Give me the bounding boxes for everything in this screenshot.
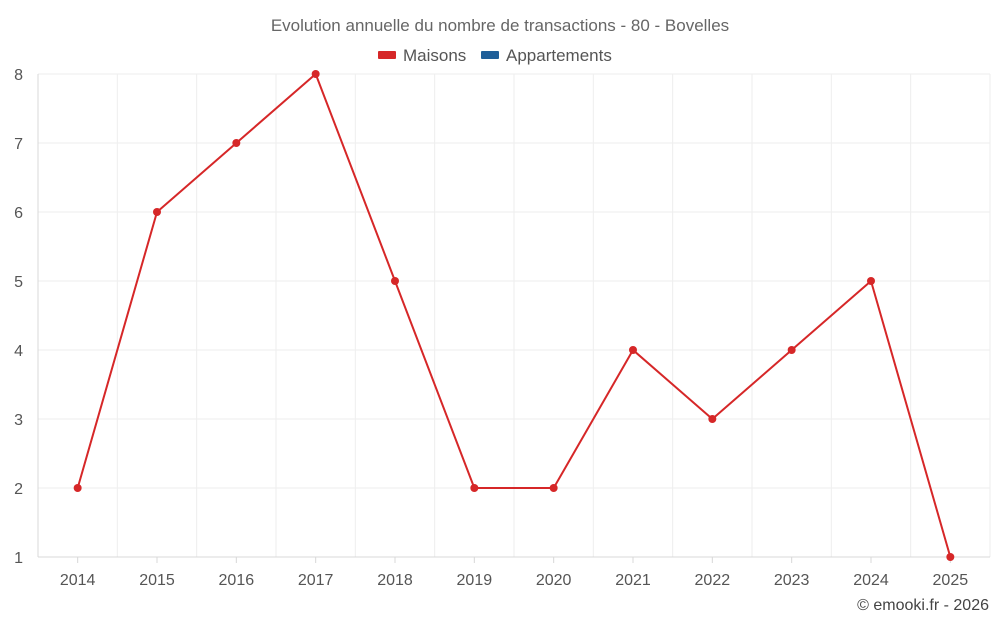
data-point-maisons-2015[interactable] (153, 208, 161, 216)
data-point-maisons-2024[interactable] (867, 277, 875, 285)
series-line-maisons (76, 73, 952, 558)
x-axis-ticks: 2014 2015 2016 2017 2018 2019 2020 2021 2022 2023… (60, 557, 968, 589)
legend-label-appartements: Appartements (506, 46, 612, 65)
credit: © emooki.fr - 2026 (857, 597, 989, 614)
legend-label-maisons: Maisons (403, 46, 466, 65)
data-point-maisons-2017[interactable] (311, 70, 320, 78)
x-tick-label: 2018 (377, 572, 413, 589)
legend-swatch-maisons (378, 51, 396, 59)
series (73, 70, 955, 561)
y-tick-label: 6 (14, 205, 23, 222)
y-tick-label: 3 (14, 412, 23, 429)
y-tick-label: 1 (14, 550, 23, 567)
y-tick-label: 8 (14, 67, 23, 84)
legend-swatch-appartements (481, 51, 499, 59)
data-point-maisons-2019[interactable] (470, 484, 479, 492)
data-point-maisons-2025[interactable] (946, 553, 955, 561)
y-tick-label: 2 (14, 481, 23, 498)
chart-title: Evolution annuelle du nombre de transact… (271, 16, 729, 35)
x-tick-label: 2017 (298, 572, 334, 589)
grid (37, 73, 991, 557)
x-tick-label: 2022 (695, 572, 731, 589)
data-point-maisons-2021[interactable] (629, 346, 637, 354)
data-point-maisons-2014[interactable] (73, 484, 82, 492)
legend-item-appartements[interactable]: Appartements (481, 46, 612, 65)
x-tick-label: 2024 (853, 572, 889, 589)
y-axis-ticks: 1 2 3 4 5 6 7 8 (14, 67, 23, 567)
legend: Maisons Appartements (378, 46, 612, 65)
legend-item-maisons[interactable]: Maisons (378, 46, 466, 65)
x-tick-label: 2020 (536, 572, 572, 589)
data-point-maisons-2022[interactable] (708, 415, 717, 423)
x-tick-label: 2015 (139, 572, 175, 589)
x-tick-label: 2021 (615, 572, 651, 589)
data-point-maisons-2016[interactable] (232, 139, 241, 147)
x-tick-label: 2025 (933, 572, 969, 589)
y-tick-label: 5 (14, 274, 23, 291)
x-tick-label: 2016 (219, 572, 255, 589)
x-tick-label: 2014 (60, 572, 96, 589)
data-point-maisons-2023[interactable] (787, 346, 796, 354)
y-tick-label: 7 (14, 136, 23, 153)
x-tick-label: 2019 (457, 572, 493, 589)
y-tick-label: 4 (14, 343, 23, 360)
data-point-maisons-2018[interactable] (391, 277, 399, 285)
axes (37, 74, 990, 558)
data-point-maisons-2020[interactable] (549, 484, 558, 492)
x-tick-label: 2023 (774, 572, 810, 589)
